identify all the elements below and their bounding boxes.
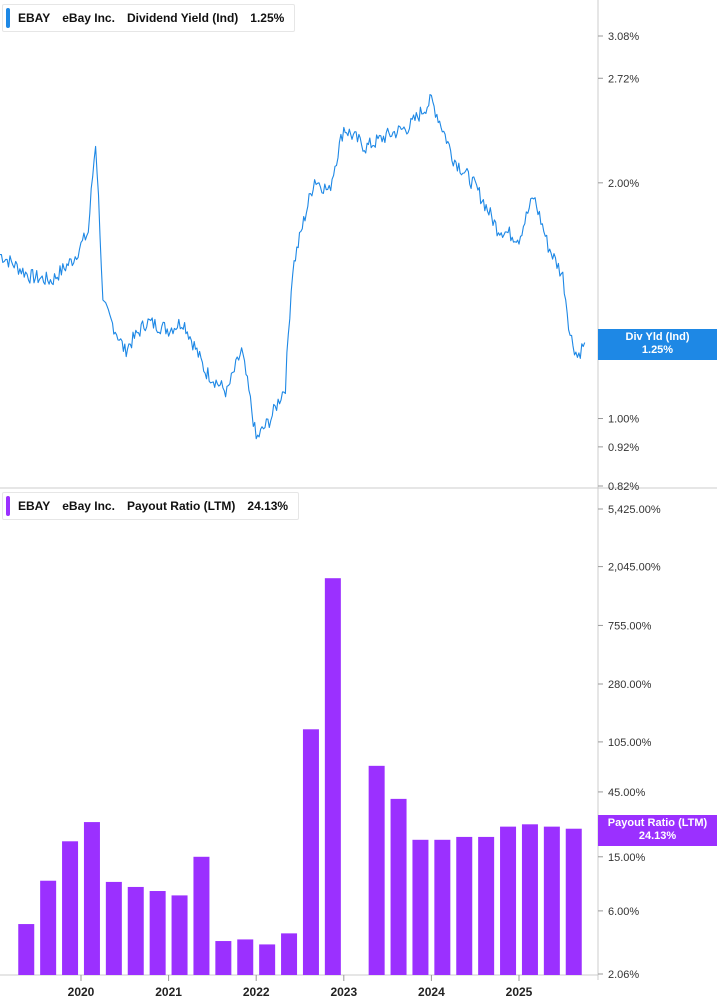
x-axis: 2020 2021 2022 2023 2024 2025 [68,975,533,999]
payout-ratio-bar [412,839,429,975]
payout-ratio-bar [215,941,232,975]
payout-ratio-bar [390,798,407,975]
payout-ratio-bar [302,729,319,975]
payout-ratio-bar [171,895,188,975]
payout-ratio-bar [281,933,298,975]
top-legend-value: 1.25% [250,11,285,25]
payout-ratio-tag-value: 24.13% [638,830,677,842]
y-tick-label: 2,045.00% [608,562,661,574]
payout-ratio-series [18,578,582,975]
payout-ratio-bar [543,826,560,975]
y-tick-label: 755.00% [608,620,652,632]
bottom-legend-metric: Payout Ratio (LTM) [126,499,236,513]
y-tick-label: 0.92% [608,442,639,454]
top-legend-swatch [6,8,10,28]
y-tick-label: 3.08% [608,31,639,43]
y-tick-label: 45.00% [608,787,646,799]
payout-ratio-bar [565,828,582,975]
x-tick-label: 2025 [506,985,533,999]
top-legend: EBAY eBay Inc. Dividend Yield (Ind) 1.25… [2,4,296,32]
payout-ratio-bar [500,826,517,975]
payout-ratio-bar [521,824,538,975]
x-tick-label: 2022 [243,985,270,999]
dividend-yield-line [0,94,586,440]
bottom-legend-ticker: EBAY [18,499,51,513]
x-tick-label: 2020 [68,985,95,999]
y-tick-label: 0.82% [608,481,639,493]
payout-ratio-bar [40,880,57,975]
top-y-axis: 3.08% 2.72% 2.00% 1.00% 0.92% 0.82% [598,31,639,493]
bottom-legend-swatch [6,496,10,516]
payout-ratio-tag-label: Payout Ratio (LTM) [607,817,708,829]
payout-ratio-bar [237,939,254,975]
bottom-legend: EBAY eBay Inc. Payout Ratio (LTM) 24.13% [2,492,300,520]
y-tick-label: 15.00% [608,852,646,864]
payout-ratio-bar [368,765,385,975]
div-yld-tag-value: 1.25% [641,344,674,356]
y-tick-label: 2.72% [608,73,639,85]
bottom-y-axis: 5,425.00% 2,045.00% 755.00% 280.00% 105.00% 4… [598,504,661,981]
dividend-yield-series [0,94,586,440]
payout-ratio-bar [83,822,100,975]
y-tick-label: 1.00% [608,414,639,426]
x-tick-label: 2021 [155,985,182,999]
payout-ratio-bar [127,886,144,975]
payout-ratio-bar [193,856,210,975]
y-tick-label: 2.00% [608,178,639,190]
payout-ratio-bar [259,944,276,975]
top-legend-company: eBay Inc. [62,11,115,25]
y-tick-label: 105.00% [608,737,652,749]
y-tick-label: 280.00% [608,679,652,691]
bottom-legend-company: eBay Inc. [62,499,115,513]
top-legend-ticker: EBAY [18,11,51,25]
div-yld-last-value-tag: Div Yld (Ind) 1.25% [598,329,717,360]
x-tick-label: 2024 [418,985,445,999]
y-tick-label: 6.00% [608,906,639,918]
div-yld-tag-label: Div Yld (Ind) [625,331,690,343]
payout-ratio-last-value-tag: Payout Ratio (LTM) 24.13% [598,815,717,846]
x-tick-label: 2023 [330,985,357,999]
payout-ratio-bar [62,841,79,975]
y-tick-label: 2.06% [608,969,639,981]
payout-ratio-bar [149,891,166,975]
payout-ratio-bar [478,836,495,975]
payout-ratio-bar [324,578,341,975]
payout-ratio-bar [434,839,451,975]
top-legend-metric: Dividend Yield (Ind) [126,11,239,25]
payout-ratio-bar [18,924,35,975]
payout-ratio-bar [105,881,122,975]
bottom-legend-value: 24.13% [247,499,289,513]
payout-ratio-bar [456,836,473,975]
y-tick-label: 5,425.00% [608,504,661,516]
